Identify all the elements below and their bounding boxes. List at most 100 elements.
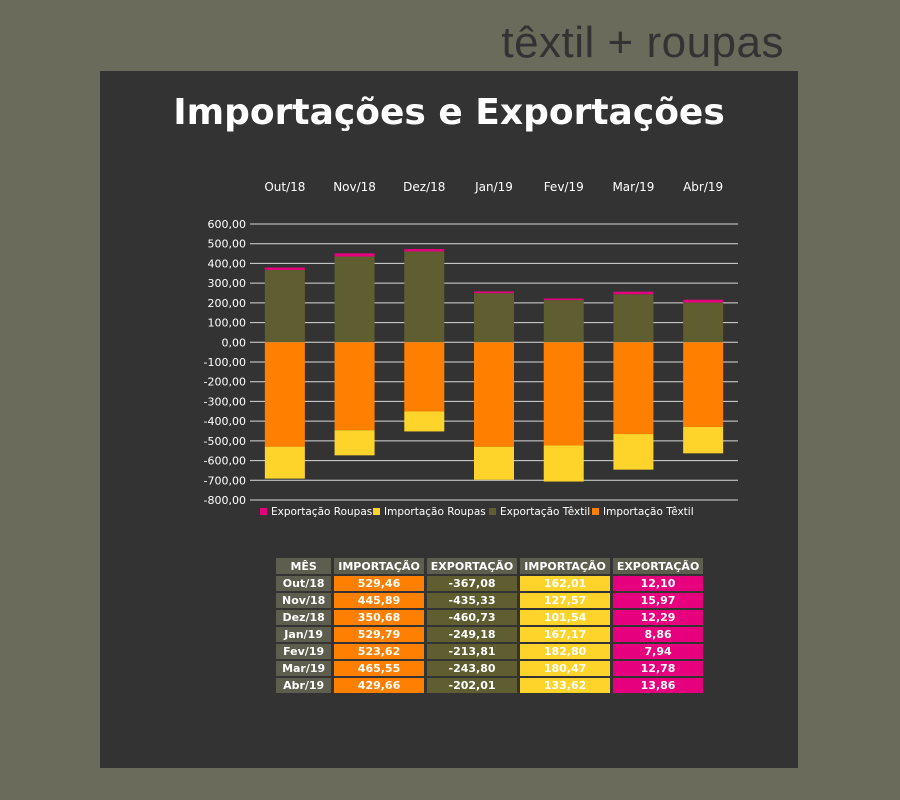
- cell-exportacao-textil: -213,81: [426, 644, 518, 659]
- cell-importacao-textil: 465,55: [334, 661, 424, 676]
- cell-exportacao-textil: -367,08: [426, 576, 518, 591]
- y-tick-label: -100,00: [204, 356, 246, 369]
- legend-label: Exportação Têxtil: [500, 506, 590, 518]
- table-row: Abr/19 429,66 -202,01 133,62 13,86: [276, 678, 704, 693]
- brand-title: têxtil + roupas: [501, 18, 784, 67]
- category-label: Abr/19: [683, 180, 723, 194]
- bar-exportacao-roupas: [334, 253, 375, 257]
- bar-exportacao-textil: [613, 294, 654, 343]
- bar-exportacao-textil: [683, 302, 724, 343]
- bar-exportacao-textil: [404, 251, 445, 343]
- bar-importacao-roupas: [334, 430, 375, 456]
- y-tick-label: 200,00: [208, 297, 247, 310]
- cell-mes: Nov/18: [276, 593, 332, 608]
- y-tick-label: -500,00: [204, 435, 246, 448]
- cell-exportacao-roupas: 13,86: [612, 678, 704, 693]
- bar-exportacao-textil: [264, 269, 305, 343]
- header-mes: MÊS: [276, 558, 332, 574]
- chart-panel: Importações e Exportações 600,00 500,00 40…: [100, 71, 798, 768]
- table-row: Fev/19 523,62 -213,81 182,80 7,94: [276, 644, 704, 659]
- cell-exportacao-roupas: 7,94: [612, 644, 704, 659]
- cell-exportacao-roupas: 12,10: [612, 576, 704, 591]
- table-row: Dez/18 350,68 -460,73 101,54 12,29: [276, 610, 704, 625]
- header-exportacao-roupas: EXPORTAÇÃO: [612, 558, 704, 574]
- y-tick-label: -600,00: [204, 455, 246, 468]
- bar-importacao-roupas: [543, 445, 584, 482]
- bar-exportacao-roupas: [264, 267, 305, 270]
- header-importacao-roupas: IMPORTAÇÃO: [520, 558, 610, 574]
- cell-importacao-textil: 523,62: [334, 644, 424, 659]
- bar-importacao-textil: [264, 342, 305, 447]
- legend-swatch: [489, 508, 496, 515]
- category-label: Dez/18: [403, 180, 445, 194]
- table-header-row: MÊS IMPORTAÇÃO EXPORTAÇÃO IMPORTAÇÃO EXP…: [276, 558, 704, 574]
- bar-importacao-textil: [613, 342, 654, 435]
- cell-mes: Jan/19: [276, 627, 332, 642]
- category-label: Out/18: [264, 180, 305, 194]
- category-label: Mar/19: [612, 180, 654, 194]
- cell-importacao-roupas: 101,54: [520, 610, 610, 625]
- bar-exportacao-textil: [334, 256, 375, 343]
- y-tick-label: 0,00: [222, 336, 247, 349]
- legend-swatch: [592, 508, 599, 515]
- cell-importacao-textil: 529,46: [334, 576, 424, 591]
- table-row: Nov/18 445,89 -435,33 127,57 15,97: [276, 593, 704, 608]
- cell-mes: Abr/19: [276, 678, 332, 693]
- bar-importacao-textil: [474, 342, 514, 447]
- chart-title: Importações e Exportações: [173, 92, 725, 133]
- legend-label: Importação Têxtil: [603, 506, 694, 518]
- cell-exportacao-textil: -249,18: [426, 627, 518, 642]
- y-tick-label: 300,00: [208, 277, 247, 290]
- bar-importacao-roupas: [683, 426, 724, 454]
- cell-exportacao-roupas: 12,78: [612, 661, 704, 676]
- table-row: Mar/19 465,55 -243,80 180,47 12,78: [276, 661, 704, 676]
- header-importacao-textil: IMPORTAÇÃO: [334, 558, 424, 574]
- cell-exportacao-textil: -243,80: [426, 661, 518, 676]
- bar-importacao-textil: [543, 342, 584, 446]
- cell-mes: Fev/19: [276, 644, 332, 659]
- cell-importacao-roupas: 127,57: [520, 593, 610, 608]
- y-tick-label: -800,00: [204, 494, 246, 507]
- cell-importacao-roupas: 180,47: [520, 661, 610, 676]
- legend-label: Importação Roupas: [384, 506, 486, 518]
- cell-exportacao-textil: -202,01: [426, 678, 518, 693]
- table-row: Jan/19 529,79 -249,18 167,17 8,86: [276, 627, 704, 642]
- bar-importacao-textil: [334, 342, 375, 431]
- cell-importacao-roupas: 167,17: [520, 627, 610, 642]
- y-tick-label: -700,00: [204, 474, 246, 487]
- cell-importacao-textil: 429,66: [334, 678, 424, 693]
- category-label: Nov/18: [333, 180, 376, 194]
- bar-importacao-roupas: [613, 434, 654, 470]
- legend-label: Exportação Roupas: [271, 506, 372, 518]
- cell-importacao-roupas: 182,80: [520, 644, 610, 659]
- table-row: Out/18 529,46 -367,08 162,01 12,10: [276, 576, 704, 591]
- category-label: Fev/19: [544, 180, 584, 194]
- bar-exportacao-roupas: [613, 291, 654, 295]
- bar-exportacao-roupas: [683, 299, 724, 303]
- stacked-bar-chart: 600,00 500,00 400,00 300,00 200,00 100,00 0,00…: [204, 180, 738, 518]
- legend-swatch: [260, 508, 267, 515]
- y-tick-label: -300,00: [204, 395, 246, 408]
- cell-exportacao-roupas: 8,86: [612, 627, 704, 642]
- bar-exportacao-roupas: [404, 249, 445, 252]
- y-tick-label: 600,00: [208, 218, 247, 231]
- cell-exportacao-textil: -435,33: [426, 593, 518, 608]
- cell-exportacao-textil: -460,73: [426, 610, 518, 625]
- y-tick-label: 400,00: [208, 257, 247, 270]
- cell-mes: Dez/18: [276, 610, 332, 625]
- y-tick-label: -200,00: [204, 376, 246, 389]
- cell-exportacao-roupas: 12,29: [612, 610, 704, 625]
- cell-mes: Out/18: [276, 576, 332, 591]
- bar-importacao-textil: [404, 342, 445, 412]
- bar-importacao-textil: [683, 342, 724, 427]
- cell-exportacao-roupas: 15,97: [612, 593, 704, 608]
- bar-exportacao-roupas: [543, 298, 584, 301]
- bar-importacao-roupas: [264, 446, 305, 479]
- data-table: MÊS IMPORTAÇÃO EXPORTAÇÃO IMPORTAÇÃO EXP…: [273, 556, 706, 695]
- bar-exportacao-textil: [474, 293, 514, 343]
- bar-exportacao-textil: [543, 300, 584, 343]
- bar-importacao-roupas: [404, 411, 445, 432]
- category-label: Jan/19: [474, 180, 513, 194]
- cell-importacao-textil: 529,79: [334, 627, 424, 642]
- cell-mes: Mar/19: [276, 661, 332, 676]
